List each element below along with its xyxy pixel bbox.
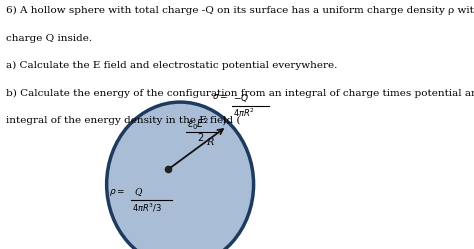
Text: $4\pi R^2$: $4\pi R^2$ — [233, 107, 255, 120]
Ellipse shape — [107, 102, 254, 249]
Text: $\varepsilon_0 E^2$: $\varepsilon_0 E^2$ — [187, 116, 210, 132]
Text: $\rho =$: $\rho =$ — [109, 187, 125, 198]
Text: a) Calculate the E field and electrostatic potential everywhere.: a) Calculate the E field and electrostat… — [6, 61, 337, 70]
Text: $-Q$: $-Q$ — [233, 92, 250, 104]
Text: 2: 2 — [198, 133, 204, 143]
Text: $4\pi R^3/3$: $4\pi R^3/3$ — [132, 202, 162, 214]
Text: R: R — [206, 137, 213, 147]
Text: ).: ). — [219, 116, 230, 125]
Text: Q: Q — [134, 187, 142, 196]
Text: integral of the energy density in the E field (: integral of the energy density in the E … — [6, 116, 240, 125]
Text: charge Q inside.: charge Q inside. — [6, 34, 92, 43]
Text: b) Calculate the energy of the configuration from an integral of charge times po: b) Calculate the energy of the configura… — [6, 88, 474, 98]
Text: $\sigma =$: $\sigma =$ — [212, 92, 228, 101]
Text: 6) A hollow sphere with total charge -Q on its surface has a uniform charge dens: 6) A hollow sphere with total charge -Q … — [6, 6, 474, 15]
